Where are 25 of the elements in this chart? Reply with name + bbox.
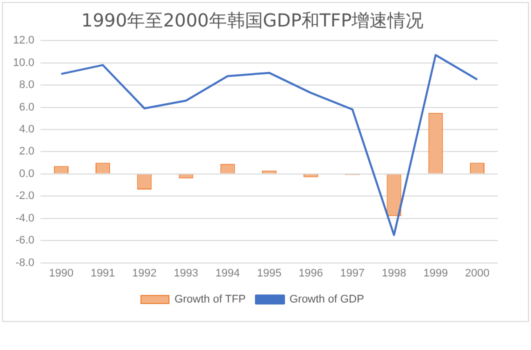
x-tick-label: 1992 — [132, 267, 157, 280]
x-tick-label: 1997 — [340, 267, 365, 280]
x-tick-label: 2000 — [464, 267, 490, 280]
y-tick-label: 10.0 — [12, 56, 34, 69]
x-tick-label: 1999 — [423, 267, 448, 280]
x-tick-label: 1998 — [382, 267, 406, 280]
y-tick-label: 0.0 — [19, 168, 34, 180]
y-tick-label: 4.0 — [19, 124, 34, 136]
y-tick-label: -2.0 — [15, 190, 34, 202]
x-tick-label: 1990 — [48, 267, 74, 280]
y-tick-label: -4.0 — [15, 212, 34, 224]
x-tick-label: 1991 — [90, 267, 116, 280]
y-tick-label: 2.0 — [19, 146, 34, 158]
x-tick-label: 1994 — [215, 267, 240, 280]
x-tick-label: 1993 — [174, 267, 198, 280]
legend-label: Growth of GDP — [289, 294, 364, 306]
y-tick-label: 8.0 — [19, 79, 34, 92]
chart-title: 1990年至2000年韩国GDP和TFP增速情况 — [81, 10, 424, 32]
y-tick-label: -8.0 — [15, 256, 34, 269]
legend-label: Growth of TFP — [174, 294, 246, 306]
y-tick-label: 12.0 — [12, 34, 34, 47]
y-tick-label: 6.0 — [19, 101, 34, 114]
x-tick-label: 1995 — [256, 267, 282, 280]
x-tick-label: 1996 — [298, 267, 324, 280]
y-tick-label: -6.0 — [15, 234, 34, 247]
